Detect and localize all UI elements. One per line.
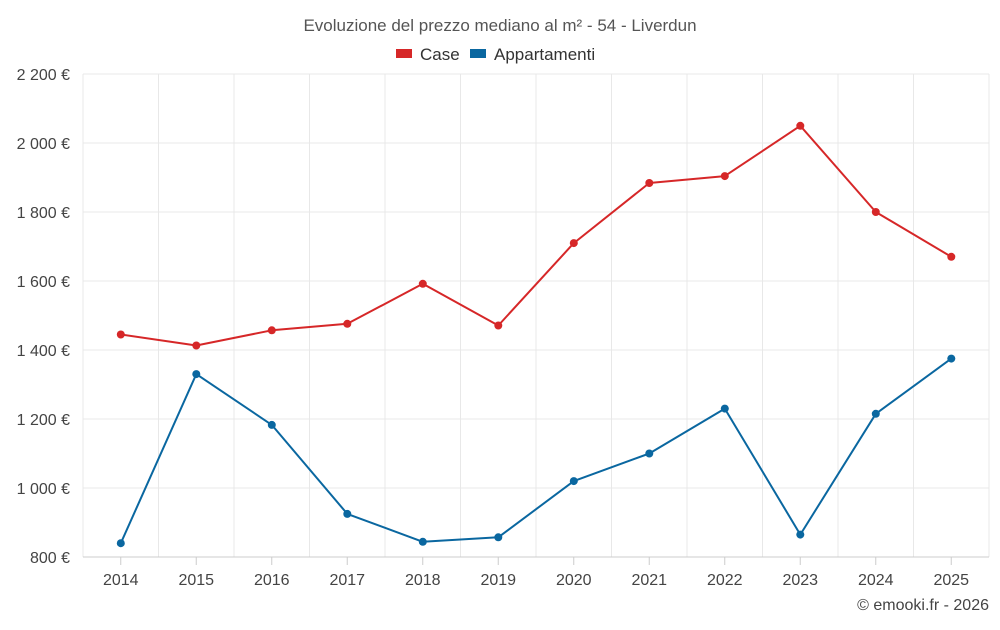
y-tick-label: 1 000 € [17,481,70,498]
series-line-case [120,124,952,347]
x-tick-label: 2020 [556,572,592,589]
data-point-appartamenti[interactable] [116,539,125,548]
y-tick-label: 2 200 € [17,67,70,84]
y-tick-label: 2 000 € [17,136,70,153]
series-line-appartamenti [119,357,952,544]
data-point-case[interactable] [116,330,125,339]
legend-swatch-case [396,49,412,58]
gridlines [82,73,990,557]
x-tick-label: 2016 [254,572,290,589]
y-tick-label: 1 600 € [17,274,70,291]
legend: Case Appartamenti [396,45,595,64]
data-point-case[interactable] [494,321,503,330]
data-point-appartamenti[interactable] [947,354,956,363]
x-tick-label: 2024 [858,572,894,589]
x-tick-label: 2015 [178,572,214,589]
y-tick-label: 1 800 € [17,205,70,222]
data-point-case[interactable] [569,239,578,248]
y-tick-label: 1 200 € [17,412,70,429]
legend-label-appartamenti[interactable]: Appartamenti [494,45,595,64]
x-tick-label: 2021 [631,572,667,589]
axes: 800 € 1 000 € 1 200 € 1 400 € 1 600 € 1 800 €… [17,67,989,589]
data-point-case[interactable] [192,341,201,350]
x-tick-label: 2022 [707,572,743,589]
data-point-appartamenti[interactable] [192,370,201,379]
data-point-case[interactable] [947,252,956,261]
legend-swatch-appartamenti [470,49,486,58]
data-point-case[interactable] [796,121,805,130]
legend-label-case[interactable]: Case [420,45,460,64]
data-point-case[interactable] [267,326,276,335]
data-point-appartamenti[interactable] [418,537,427,546]
data-point-appartamenti[interactable] [343,509,352,518]
x-tick-label: 2014 [103,572,139,589]
y-tick-label: 1 400 € [17,343,70,360]
data-point-appartamenti[interactable] [494,533,503,542]
data-point-case[interactable] [871,208,880,216]
y-tick-label: 800 € [30,550,70,567]
credit-text: © emooki.fr - 2026 [857,597,989,614]
data-point-appartamenti[interactable] [267,420,276,429]
x-tick-label: 2019 [480,572,516,589]
x-tick-label: 2018 [405,572,441,589]
data-point-appartamenti[interactable] [871,409,880,418]
x-tick-label: 2025 [933,572,969,589]
data-point-case[interactable] [645,179,654,187]
data-point-appartamenti[interactable] [645,449,654,458]
data-point-case[interactable] [343,319,352,328]
chart-title: Evoluzione del prezzo mediano al m² - 54… [303,16,696,35]
data-point-appartamenti[interactable] [720,404,729,413]
data-point-case[interactable] [418,279,427,288]
data-point-case[interactable] [720,172,729,181]
series-points [116,121,956,548]
data-point-appartamenti[interactable] [569,477,578,486]
data-point-appartamenti[interactable] [796,530,805,539]
series-lines [119,124,952,544]
x-tick-label: 2017 [329,572,365,589]
x-tick-label: 2023 [782,572,818,589]
